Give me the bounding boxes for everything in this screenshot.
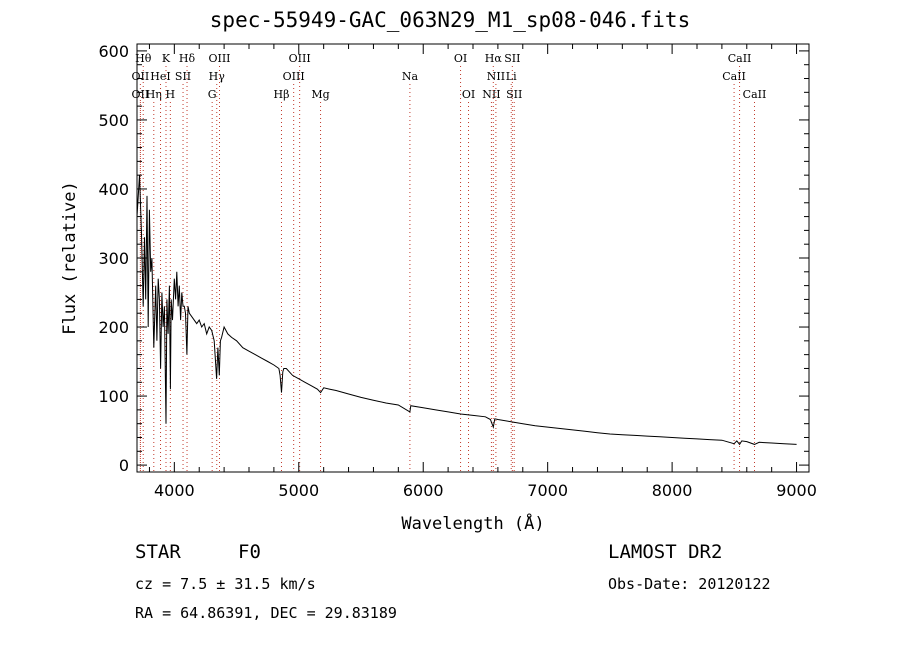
- line-marker-label: OII: [132, 70, 150, 83]
- x-tick-label: 7000: [527, 481, 568, 500]
- line-marker-label: CaII: [743, 88, 767, 101]
- coordinates: RA = 64.86391, DEC = 29.83189: [135, 604, 397, 622]
- x-axis-label: Wavelength (Å): [401, 512, 544, 534]
- line-marker-label: H: [166, 88, 176, 101]
- y-tick-label: 300: [98, 249, 129, 268]
- line-marker-label: SII: [504, 52, 520, 65]
- line-marker-label: OIII: [289, 52, 311, 65]
- y-axis: 0 100 200 300 400 500 600: [98, 42, 809, 475]
- line-marker-label: OI: [454, 52, 467, 65]
- line-marker-label: K: [162, 52, 171, 65]
- spectrum-line: [136, 175, 797, 446]
- x-tick-label: 9000: [776, 481, 817, 500]
- obs-date: Obs-Date: 20120122: [608, 575, 771, 593]
- line-marker-label: SII: [175, 70, 191, 83]
- line-marker-label: OII: [132, 88, 150, 101]
- line-marker-label: SII: [506, 88, 522, 101]
- x-tick-label: 5000: [278, 481, 319, 500]
- x-tick-label: 8000: [652, 481, 693, 500]
- chart-title: spec-55949-GAC_063N29_M1_sp08-046.fits: [209, 8, 691, 32]
- object-class: STAR: [135, 541, 181, 563]
- line-marker-label: OI: [462, 88, 475, 101]
- line-marker-label: Hβ: [274, 88, 290, 101]
- x-tick-label: 6000: [403, 481, 444, 500]
- line-markers: HθOIIOIIHηHeIKHSIIHδGHγOIIIHβOIIIOIIIMgN…: [132, 52, 767, 472]
- line-marker-label: CaII: [728, 52, 752, 65]
- line-marker-label: OIII: [208, 52, 230, 65]
- y-tick-label: 200: [98, 318, 129, 337]
- y-tick-label: 600: [98, 42, 129, 61]
- line-marker-label: Li: [506, 70, 517, 83]
- y-tick-label: 500: [98, 111, 129, 130]
- y-tick-label: 400: [98, 180, 129, 199]
- line-marker-label: Hη: [146, 88, 162, 101]
- y-axis-label: Flux (relative): [60, 181, 80, 335]
- line-marker-label: NII: [487, 70, 505, 83]
- redshift-readout: cz = 7.5 ± 31.5 km/s: [135, 575, 316, 593]
- plot-frame: [136, 43, 810, 473]
- line-marker-label: OIII: [283, 70, 305, 83]
- line-marker-label: CaII: [722, 70, 746, 83]
- x-tick-label: 4000: [154, 481, 195, 500]
- survey-name: LAMOST DR2: [608, 541, 723, 563]
- line-marker-label: G: [208, 88, 217, 101]
- line-marker-label: Hγ: [209, 70, 226, 83]
- line-marker-label: Mg: [311, 88, 329, 101]
- x-axis: 4000 5000 6000 7000 8000 9000: [148, 44, 817, 500]
- line-marker-label: Hδ: [179, 52, 196, 65]
- y-tick-label: 100: [98, 387, 129, 406]
- y-tick-label: 0: [119, 456, 129, 475]
- spectral-subclass: F0: [238, 541, 261, 563]
- line-marker-label: NII: [482, 88, 500, 101]
- line-marker-label: Hα: [485, 52, 503, 65]
- line-marker-label: Hθ: [135, 52, 152, 65]
- line-marker-label: Na: [402, 70, 419, 83]
- line-marker-label: HeI: [150, 70, 170, 83]
